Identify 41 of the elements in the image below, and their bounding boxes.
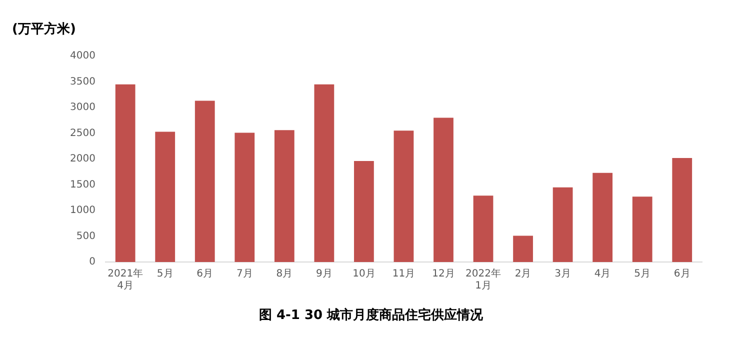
- y-tick-label: 2500: [70, 128, 96, 139]
- y-tick-label: 0: [89, 256, 96, 268]
- bar: [155, 132, 176, 262]
- x-tick-label: 9月: [316, 268, 332, 280]
- x-tick-label: 5月: [634, 268, 651, 280]
- x-tick-label: 12月: [432, 268, 455, 280]
- bar: [354, 161, 374, 262]
- y-tick-label: 1000: [70, 205, 96, 216]
- y-tick-label: 2000: [70, 154, 96, 165]
- bar: [672, 158, 692, 262]
- bar: [552, 187, 573, 262]
- x-tick-label: 5月: [156, 268, 174, 280]
- y-axis-title: (万平方米): [12, 20, 76, 38]
- x-tick-label: 10月: [352, 268, 376, 280]
- bar: [592, 172, 613, 262]
- y-tick-label: 4000: [70, 50, 96, 62]
- x-tick-label: 2月: [514, 268, 532, 280]
- x-tick-label: 7月: [236, 268, 253, 280]
- x-tick-label: 8月: [276, 268, 293, 280]
- x-tick-label: 11月: [392, 268, 416, 280]
- y-tick-label: 1500: [70, 179, 96, 190]
- y-tick-label: 3000: [70, 102, 96, 114]
- bar: [115, 84, 136, 262]
- x-tick-label: 6月: [674, 268, 690, 280]
- bar: [473, 196, 494, 262]
- bar: [632, 196, 652, 262]
- text: 图 4-1 30 城市月度商品住宅供应情况: [258, 306, 484, 324]
- x-tick-label: 6月: [196, 268, 214, 280]
- x-tick-label: 4月: [594, 268, 611, 280]
- x-tick-label: 2021年 4月: [108, 268, 144, 292]
- bar: [394, 130, 414, 262]
- y-tick-label: 3500: [70, 76, 96, 88]
- x-tick-label: 3月: [554, 268, 571, 280]
- bar: [194, 100, 215, 262]
- bar: [274, 130, 294, 262]
- bar: [513, 236, 533, 262]
- bar: [314, 84, 334, 262]
- y-tick-label: 500: [76, 230, 96, 242]
- x-tick-label: 2022年 1月: [466, 268, 501, 292]
- bar: [434, 118, 454, 262]
- bar: [234, 132, 255, 262]
